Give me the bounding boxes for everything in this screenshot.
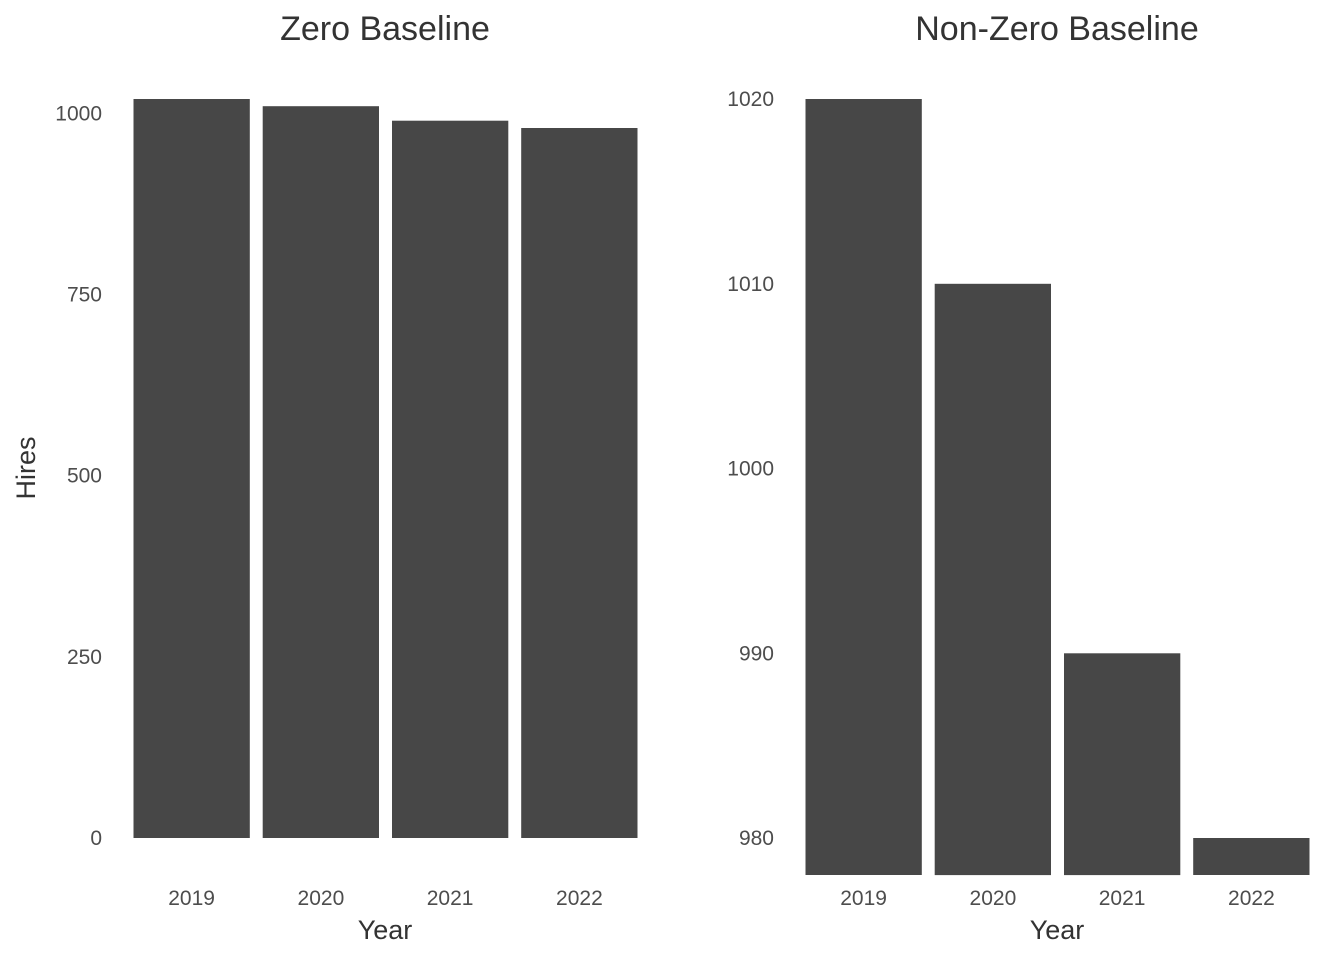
y-axis-label: Hires <box>11 436 41 499</box>
y-tick-labels: 0 250 500 750 1000 <box>55 103 102 851</box>
bar-2022 <box>521 128 638 838</box>
y-tick-label: 1010 <box>727 273 774 296</box>
x-axis-label: Year <box>358 915 413 945</box>
y-tick-label: 990 <box>739 642 774 665</box>
x-tick-label: 2019 <box>840 887 887 910</box>
x-tick-label: 2021 <box>427 887 474 910</box>
x-tick-label: 2019 <box>168 887 215 910</box>
panel-non-zero-baseline: Non-Zero Baseline 980 990 1000 1010 1020 201… <box>727 10 1310 945</box>
bar-2019 <box>805 99 922 875</box>
bar-group <box>805 99 1310 876</box>
y-tick-label: 1000 <box>55 103 102 126</box>
bar-2020 <box>262 106 379 838</box>
y-tick-label: 250 <box>67 646 102 669</box>
x-tick-labels: 2019 2020 2021 2022 <box>168 887 603 910</box>
x-tick-label: 2020 <box>970 887 1017 910</box>
x-tick-label: 2022 <box>1228 887 1275 910</box>
x-tick-labels: 2019 2020 2021 2022 <box>840 887 1275 910</box>
x-tick-label: 2020 <box>298 887 345 910</box>
y-tick-label: 750 <box>67 284 102 307</box>
y-tick-label: 500 <box>67 465 102 488</box>
y-tick-label: 0 <box>90 827 102 850</box>
bar-group <box>133 99 638 838</box>
y-tick-label: 980 <box>739 827 774 850</box>
x-tick-label: 2021 <box>1099 887 1146 910</box>
bar-2020 <box>934 283 1051 876</box>
panel-title: Non-Zero Baseline <box>915 10 1198 48</box>
bar-2021 <box>392 120 509 838</box>
bar-2022 <box>1193 838 1310 875</box>
x-axis-label: Year <box>1030 915 1085 945</box>
bar-2019 <box>133 99 250 838</box>
panel-title: Zero Baseline <box>280 10 490 48</box>
y-tick-labels: 980 990 1000 1010 1020 <box>727 88 774 850</box>
x-tick-label: 2022 <box>556 887 603 910</box>
bar-2021 <box>1064 653 1181 876</box>
y-tick-label: 1000 <box>727 458 774 481</box>
panel-zero-baseline: Zero Baseline 0 250 500 750 1000 2019 2020 202… <box>11 10 638 945</box>
y-tick-label: 1020 <box>727 88 774 111</box>
